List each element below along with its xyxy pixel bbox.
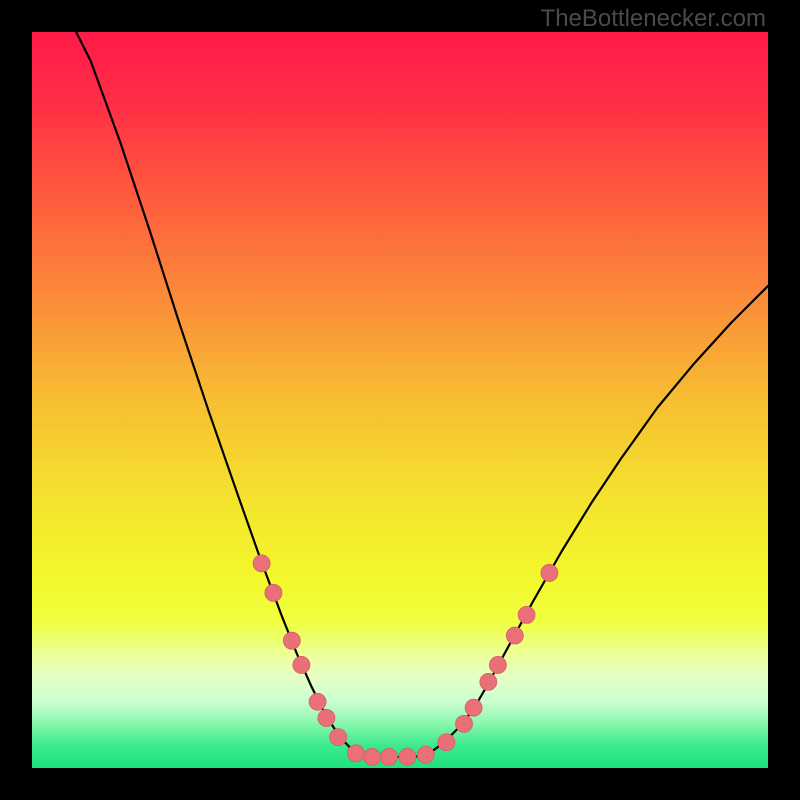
plot-area — [32, 32, 768, 768]
data-marker — [330, 729, 347, 746]
data-marker — [318, 709, 335, 726]
data-marker — [283, 632, 300, 649]
data-marker — [253, 555, 270, 572]
data-marker — [417, 746, 434, 763]
data-marker — [309, 693, 326, 710]
watermark-text: TheBottlenecker.com — [541, 5, 766, 33]
data-marker — [506, 627, 523, 644]
data-marker — [347, 745, 364, 762]
data-marker — [489, 656, 506, 673]
curve-layer — [32, 32, 768, 768]
data-marker — [364, 748, 381, 765]
data-marker — [399, 748, 416, 765]
data-marker — [293, 656, 310, 673]
chart-root: TheBottlenecker.com — [0, 0, 800, 800]
marker-group — [253, 555, 558, 766]
data-marker — [480, 673, 497, 690]
data-marker — [541, 564, 558, 581]
data-marker — [465, 699, 482, 716]
bottleneck-curve — [76, 32, 768, 757]
data-marker — [265, 584, 282, 601]
data-marker — [438, 734, 455, 751]
data-marker — [518, 606, 535, 623]
data-marker — [456, 715, 473, 732]
data-marker — [380, 748, 397, 765]
